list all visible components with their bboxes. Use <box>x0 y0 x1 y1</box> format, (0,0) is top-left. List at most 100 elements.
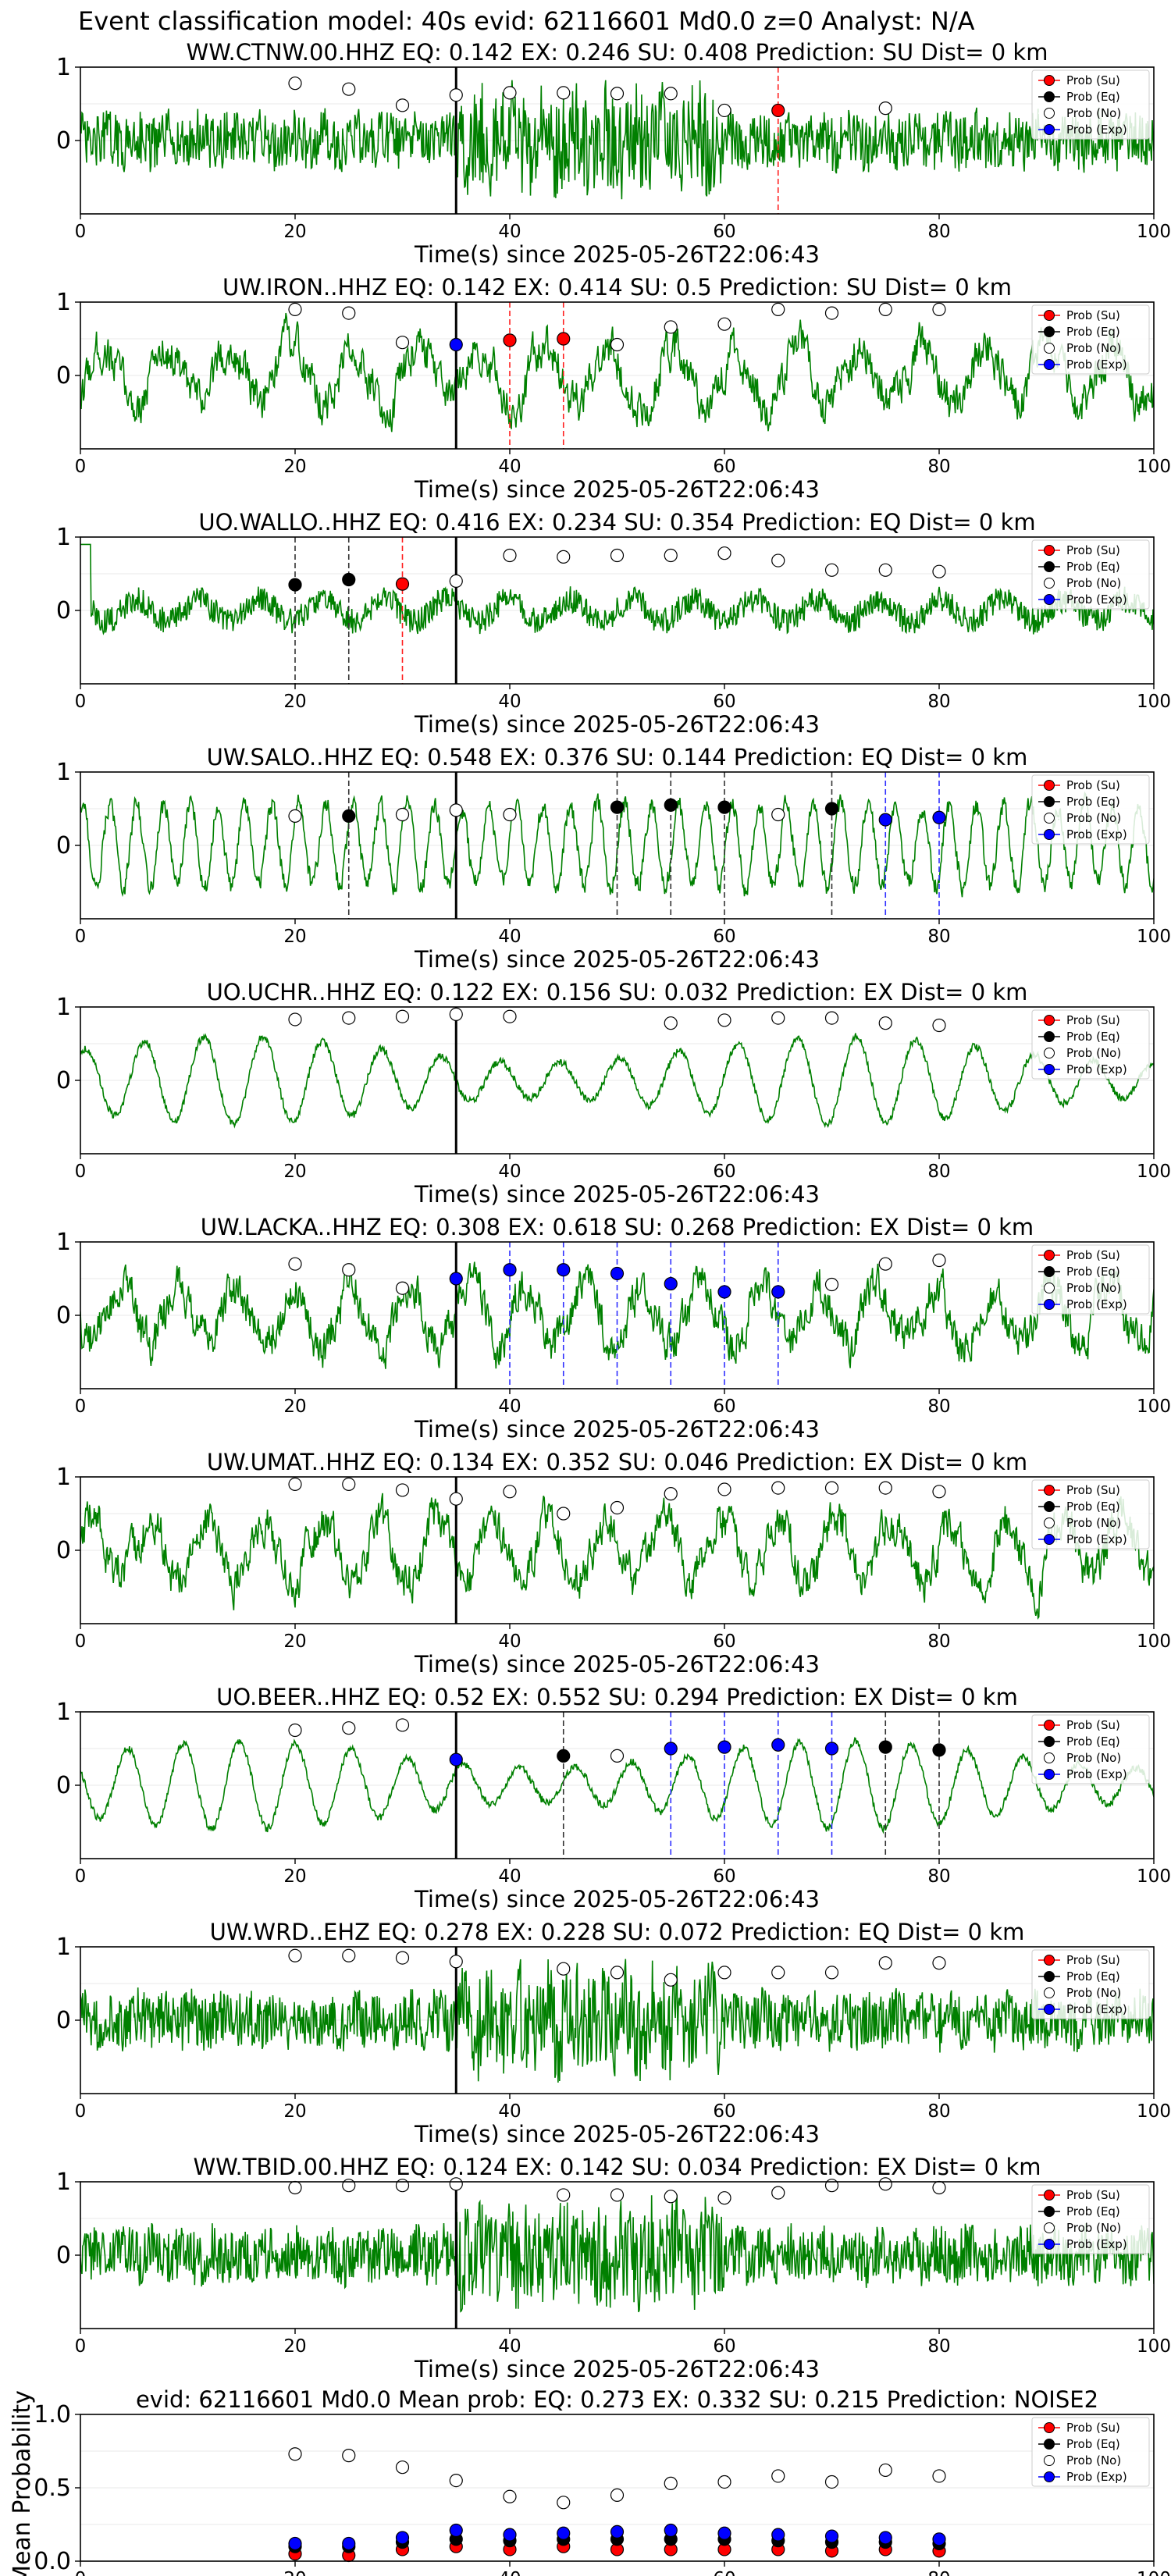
prob-marker-no <box>395 1718 410 1732</box>
mean-prob-marker-no <box>288 2447 302 2461</box>
waveform-trace <box>80 1261 1154 1369</box>
x-tick-label: 0 <box>75 1866 87 1887</box>
legend-label: Prob (No) <box>1066 576 1121 590</box>
x-tick-label: 0 <box>75 1631 87 1652</box>
legend-label: Prob (No) <box>1066 1281 1121 1295</box>
legend-label: Prob (Eq) <box>1066 325 1120 339</box>
legend-label: Prob (Eq) <box>1066 795 1120 809</box>
legend-marker <box>1044 2471 1055 2482</box>
x-tick-label: 40 <box>498 457 521 477</box>
prob-marker-no <box>932 2180 946 2195</box>
legend-label: Prob (Exp) <box>1066 358 1127 372</box>
prob-marker-eq <box>664 798 678 812</box>
x-tick-label: 100 <box>1137 222 1171 242</box>
waveform-trace <box>80 80 1154 200</box>
legend-marker <box>1044 1752 1055 1763</box>
panel-3: UO.WALLO..HHZ EQ: 0.416 EX: 0.234 SU: 0.… <box>56 509 1171 738</box>
prob-marker-no <box>288 1948 302 1962</box>
panel-title: WW.TBID.00.HHZ EQ: 0.124 EX: 0.142 SU: 0… <box>194 2154 1041 2180</box>
x-axis-label: Time(s) since 2025-05-26T22:06:43 <box>414 1416 820 1443</box>
prob-marker-no <box>288 1012 302 1026</box>
panel-title: UO.WALLO..HHZ EQ: 0.416 EX: 0.234 SU: 0.… <box>198 509 1035 535</box>
x-tick-label: 80 <box>927 1162 950 1182</box>
y-tick-label: 0 <box>56 597 71 624</box>
prob-marker-no <box>717 103 731 118</box>
y-tick-label: 1 <box>56 994 71 1021</box>
prob-marker-no <box>342 1477 356 1492</box>
prob-marker-exp <box>557 1263 571 1277</box>
prob-marker-no <box>932 302 946 316</box>
legend-marker <box>1044 91 1055 102</box>
panel-title: UW.UMAT..HHZ EQ: 0.134 EX: 0.352 SU: 0.0… <box>207 1449 1027 1475</box>
x-axis-label: Time(s) since 2025-05-26T22:06:43 <box>414 1886 820 1912</box>
legend-marker <box>1044 2004 1055 2015</box>
legend-label: Prob (No) <box>1066 2453 1121 2467</box>
legend-marker <box>1044 578 1055 589</box>
legend-marker <box>1044 1534 1055 1545</box>
x-tick-label: 0 <box>75 692 87 712</box>
prob-marker-no <box>878 1481 892 1495</box>
prob-marker-exp <box>664 1742 678 1756</box>
legend-label: Prob (Su) <box>1066 1013 1120 1027</box>
panel-title: UW.IRON..HHZ EQ: 0.142 EX: 0.414 SU: 0.5… <box>222 274 1012 301</box>
prob-marker-no <box>878 2177 892 2191</box>
prob-marker-no <box>288 302 302 316</box>
x-tick-label: 80 <box>927 222 950 242</box>
mean-prob-marker-no <box>771 2469 785 2483</box>
legend-marker <box>1044 594 1055 605</box>
x-tick-label: 80 <box>927 457 950 477</box>
legend-marker <box>1044 1720 1055 1731</box>
x-tick-label: 40 <box>498 692 521 712</box>
x-tick-label: 40 <box>498 2336 521 2357</box>
prob-marker-no <box>288 809 302 824</box>
mean-prob-marker-no <box>395 2460 410 2475</box>
prob-marker-no <box>449 574 463 589</box>
x-axis-label: Time(s) since 2025-05-26T22:06:43 <box>414 241 820 268</box>
mean-prob-marker-no <box>557 2496 571 2510</box>
prob-marker-no <box>664 1973 678 1987</box>
prob-marker-no <box>288 1477 302 1492</box>
legend-marker <box>1044 1955 1055 1966</box>
legend-marker <box>1044 1064 1055 1075</box>
prob-marker-no <box>717 1013 731 1027</box>
prob-marker-no <box>717 546 731 560</box>
prob-marker-no <box>449 2177 463 2191</box>
prob-marker-no <box>288 2180 302 2195</box>
prob-marker-no <box>395 807 410 822</box>
x-tick-label: 80 <box>927 927 950 947</box>
legend-label: Prob (Su) <box>1066 778 1120 792</box>
legend-box <box>1031 1009 1150 1080</box>
prob-marker-no <box>932 1253 946 1268</box>
x-tick-label: 0 <box>75 1162 87 1182</box>
prob-marker-no <box>449 1007 463 1022</box>
x-tick-label: 20 <box>283 2336 306 2357</box>
legend-marker <box>1044 1048 1055 1059</box>
legend-marker <box>1044 1517 1055 1528</box>
panel-title: evid: 62116601 Md0.0 Mean prob: EQ: 0.27… <box>136 2386 1098 2413</box>
prob-marker-su <box>771 103 785 118</box>
legend-label: Prob (No) <box>1066 1986 1121 2000</box>
plot-area <box>80 302 1154 449</box>
x-tick-label: 20 <box>283 222 306 242</box>
prob-marker-no <box>288 1257 302 1271</box>
mean-prob-marker-no <box>449 2474 463 2488</box>
mean-prob-marker-no <box>824 2475 839 2489</box>
prob-marker-no <box>664 548 678 563</box>
legend-label: Prob (Eq) <box>1066 560 1120 574</box>
x-axis-label: Time(s) since 2025-05-26T22:06:43 <box>414 2356 820 2382</box>
y-tick-label: 1 <box>56 54 71 81</box>
x-tick-label: 40 <box>498 927 521 947</box>
prob-marker-eq <box>342 809 356 824</box>
x-tick-label: 100 <box>1137 927 1171 947</box>
x-tick-label: 60 <box>713 927 735 947</box>
panel-4: UW.SALO..HHZ EQ: 0.548 EX: 0.376 SU: 0.1… <box>56 744 1171 973</box>
prob-marker-no <box>878 1956 892 1970</box>
mean-prob-marker-no <box>610 2488 625 2502</box>
x-tick-label: 100 <box>1137 1866 1171 1887</box>
legend-marker <box>1044 1971 1055 1982</box>
legend-label: Prob (Su) <box>1066 1718 1120 1732</box>
prob-marker-no <box>771 302 785 316</box>
legend-label: Prob (Su) <box>1066 73 1120 87</box>
prob-marker-eq <box>717 800 731 814</box>
waveform-trace <box>80 1959 1154 2083</box>
